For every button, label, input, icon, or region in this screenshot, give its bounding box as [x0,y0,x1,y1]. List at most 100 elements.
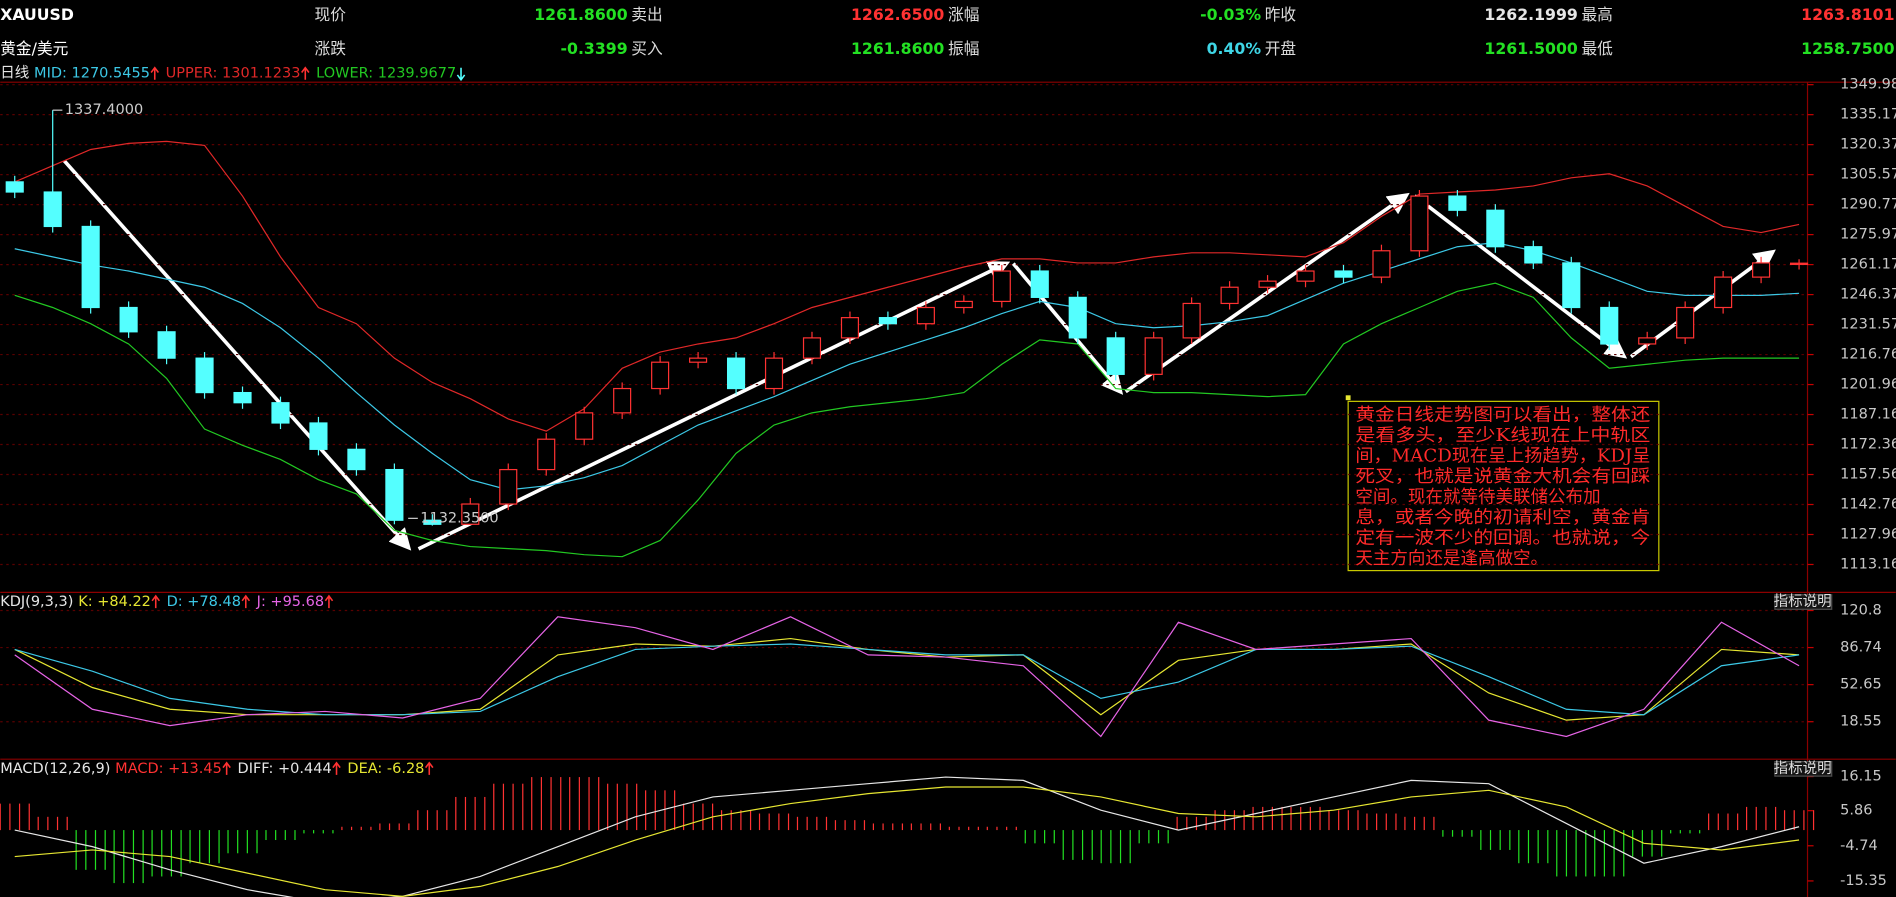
candle-body [613,387,632,414]
y-tick-label: 1261.1732 [1840,257,1896,273]
legend-entry: UPPER: 1301.1233 [166,66,301,82]
indicator-line [14,776,1800,897]
y-tick-label: 52.65 [1840,677,1882,693]
note-line: 间，MACD现在呈上扬趋势，KDJ呈 [1355,446,1650,466]
candle-body [1258,280,1277,288]
trend-arrow [222,761,231,775]
candle-body [499,468,518,505]
trend-arrow [151,594,160,609]
y-tick-label: 1201.9680 [1840,377,1896,393]
field-label: 开盘 [1265,39,1296,58]
y-tick-label: 18.55 [1840,714,1882,730]
candle-body [1182,302,1201,339]
y-tick-label: 86.74 [1840,640,1882,656]
trend-arrow [301,66,310,80]
candle-body [1486,209,1505,248]
frame [0,81,1896,897]
field-label: 卖出 [631,5,662,24]
field-value: 1261.8600 [851,39,944,58]
field-label: 最高 [1581,5,1612,24]
note-handle [1345,395,1351,401]
note-line: 是看多头，至少K线现在上中轨区 [1355,426,1650,446]
note-line: 死叉，也就是说黄金大机会有回踩 [1355,467,1650,487]
indicator-line [14,786,1800,897]
candle-body [1524,246,1543,264]
y-tick-label: 1349.9810 [1840,77,1896,93]
candle-body [1714,276,1733,309]
candle-body [1372,250,1391,278]
y-tick-label: 1127.9615 [1840,526,1896,542]
y-tick-label: -15.35 [1840,873,1887,889]
candle-body [385,468,404,521]
note-line: 黄金日线走势图可以看出，整体还 [1355,405,1650,425]
candle-body [916,306,935,325]
candle-body [347,448,366,471]
field-value: 1262.6500 [851,5,944,24]
candle-body [992,270,1011,303]
candle-body [1144,337,1163,375]
note-line: 空间。现在就等待美联储公布加 [1355,488,1600,508]
indicator-line [14,637,1800,721]
candle-body [233,391,252,404]
candle-body [878,317,897,325]
candle-body [1334,270,1353,278]
legend-entry: DEA: -6.28 [347,761,424,777]
indicator-help[interactable]: 指标说明 [1774,760,1832,777]
trend-arrow [424,761,434,775]
legend-entry: K: +84.22 [78,594,151,610]
indicator-help-button[interactable] [1774,760,1833,777]
y-tick-label: -4.74 [1840,838,1878,854]
candle-body [840,317,860,339]
candle-body [1106,337,1125,375]
candle-body [954,300,973,309]
y-tick-label: 1320.3784 [1840,137,1896,153]
field-value: 1258.7500 [1801,39,1894,58]
note-line: 定有一波不少的回调。也就说，今 [1355,529,1650,549]
field-value: 1262.1999 [1484,5,1577,24]
candle-body [802,337,822,359]
y-tick-label: 1231.5706 [1840,317,1896,333]
symbol-name: 黄金/美元 [0,39,68,58]
candle-body [81,225,100,309]
candle-body [651,361,670,390]
legend-entry: D: +78.48 [167,594,241,610]
y-tick-label: 1305.5771 [1840,167,1896,183]
candle-body [575,412,594,440]
candle-body [43,191,62,228]
indicator-title: 日线 [0,65,29,82]
field-label: 涨幅 [948,5,979,24]
candle-body [195,357,214,394]
field-value: 1261.8600 [534,5,627,24]
y-tick-label: 1187.1667 [1840,407,1896,423]
indicator-title: KDJ(9,3,3) [0,594,73,610]
candle-body [271,402,290,424]
field-value: -0.3399 [561,39,628,58]
candle-body [1752,262,1771,278]
y-tick-label: 1113.1602 [1840,556,1896,572]
y-tick-label: 1142.7628 [1840,497,1896,513]
legend-entry: MACD: +13.45 [115,761,222,777]
field-label: 昨收 [1265,5,1297,24]
candle-body [309,422,328,450]
field-value: 1261.5000 [1484,39,1577,58]
indicator-line [14,140,1800,432]
candle-body [1676,306,1695,339]
y-tick-label: 1216.7693 [1840,347,1896,363]
indicator-line [14,282,1800,558]
field-label: 买入 [631,39,663,58]
candle-body [1296,270,1315,282]
note-line: 天主方向还是逢高做空。 [1355,549,1548,569]
candle-body [689,357,708,363]
y-tick-label: 1335.1797 [1840,107,1896,123]
field-label: 振幅 [948,39,979,58]
field-label: 最低 [1581,39,1613,58]
trend-arrows [62,159,1776,551]
trend-arrow [332,761,341,775]
y-tick-label: 1290.7758 [1840,197,1896,213]
y-tick-label: 1172.3654 [1840,437,1896,453]
indicator-help[interactable]: 指标说明 [1774,593,1832,610]
indicator-help-button[interactable] [1774,594,1833,610]
candle-body [1220,286,1239,305]
trend-arrow [150,66,160,80]
